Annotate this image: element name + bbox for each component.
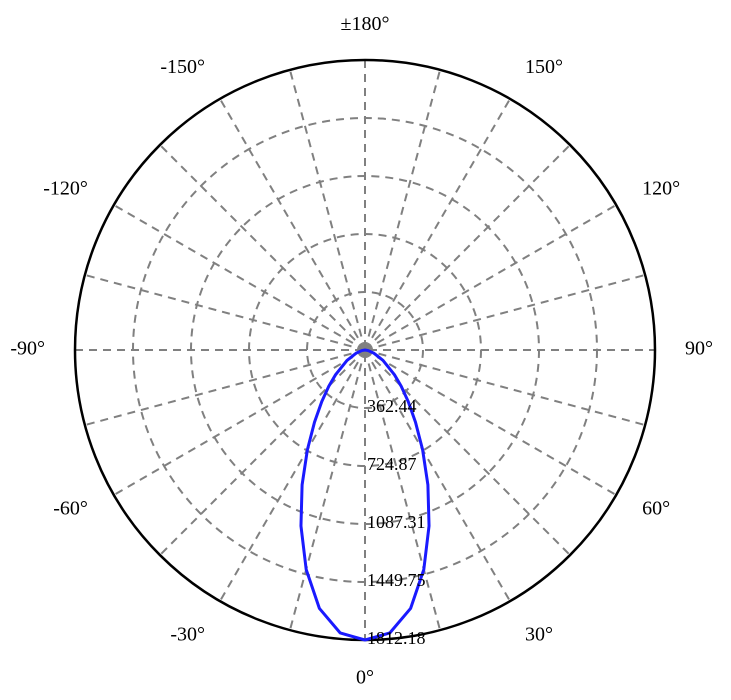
radial-tick-label: 724.87 <box>367 454 417 474</box>
radial-tick-label: 362.44 <box>367 396 417 416</box>
radial-tick-label: 1812.18 <box>367 628 426 648</box>
angle-label: -30° <box>170 624 205 646</box>
angle-label: 60° <box>642 498 670 520</box>
radial-tick-label: 1449.75 <box>367 570 426 590</box>
angle-label: 0° <box>356 667 374 689</box>
angle-label: ±180° <box>341 13 390 35</box>
angle-label: 90° <box>685 338 713 360</box>
angle-label: -60° <box>53 498 88 520</box>
angle-label: 30° <box>525 624 553 646</box>
polar-chart: 0° 30° 60° 90° 120° 150° ±180° -150° -120° -90° -6… <box>0 0 731 700</box>
angle-label: 150° <box>525 56 563 78</box>
angle-label: -150° <box>160 56 205 78</box>
radial-tick-label: 1087.31 <box>367 512 426 532</box>
angle-label: -90° <box>10 338 45 360</box>
angle-label: -120° <box>43 178 88 200</box>
angle-label: 120° <box>642 178 680 200</box>
